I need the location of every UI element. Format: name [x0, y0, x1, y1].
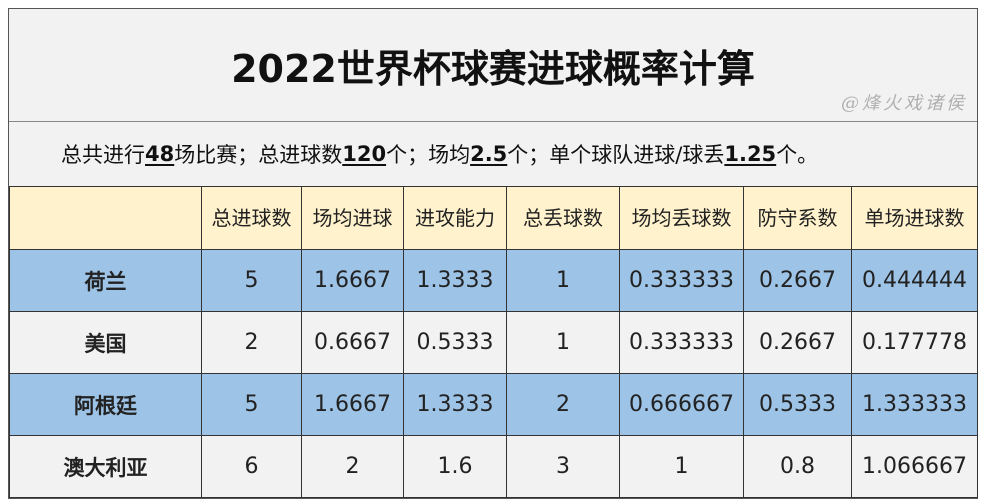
- title-row: 2022世界杯球赛进球概率计算 @烽火戏诸侯: [9, 9, 977, 122]
- column-header: 进攻能力: [403, 186, 507, 250]
- column-header: 防守系数: [743, 186, 852, 250]
- sheet-title: 2022世界杯球赛进球概率计算: [231, 46, 755, 91]
- table-cell: 1.333333: [851, 373, 978, 436]
- column-header: 场均丢球数: [619, 186, 744, 250]
- team-avg-goals: 1.25: [724, 142, 777, 166]
- team-name: 澳大利亚: [9, 435, 202, 498]
- table-cell: 2: [301, 435, 404, 498]
- summary-text: 场比赛；总进球数: [174, 143, 343, 167]
- summary-text: 个。: [776, 143, 819, 167]
- matches-count: 48: [145, 142, 175, 166]
- table-row: 荷兰 5 1.6667 1.3333 1 0.333333 0.2667 0.444444: [9, 249, 978, 312]
- table-cell: 1.066667: [851, 435, 978, 498]
- table-cell: 0.177778: [851, 311, 978, 374]
- summary-line: 总共进行 48 场比赛；总进球数 120 个；场均 2.5 个；单个球队进球/球丢 1.…: [9, 122, 977, 186]
- probability-table-sheet: 2022世界杯球赛进球概率计算 @烽火戏诸侯 总共进行 48 场比赛；总进球数 12…: [8, 8, 978, 499]
- table-cell: 5: [201, 373, 302, 436]
- column-header: 总进球数: [201, 186, 302, 250]
- table-cell: 0.5333: [403, 311, 507, 374]
- column-header: 单场进球数: [851, 186, 978, 250]
- table-cell: 2: [201, 311, 302, 374]
- team-name: 美国: [9, 311, 202, 374]
- table-cell: 0.5333: [743, 373, 852, 436]
- header-row: 总进球数 场均进球 进攻能力 总丢球数 场均丢球数 防守系数 单场进球数: [9, 186, 978, 250]
- table-cell: 1.6: [403, 435, 507, 498]
- summary-text: 总共进行: [61, 143, 145, 167]
- table-cell: 3: [506, 435, 620, 498]
- table-cell: 0.8: [743, 435, 852, 498]
- table-cell: 1.3333: [403, 373, 507, 436]
- table-cell: 2: [506, 373, 620, 436]
- table-cell: 0.333333: [619, 311, 744, 374]
- table-row: 澳大利亚 6 2 1.6 3 1 0.8 1.066667: [9, 435, 978, 498]
- table-cell: 0.2667: [743, 311, 852, 374]
- table-row: 阿根廷 5 1.6667 1.3333 2 0.666667 0.5333 1.333333: [9, 373, 978, 436]
- table-cell: 6: [201, 435, 302, 498]
- table-cell: 0.444444: [851, 249, 978, 312]
- table-cell: 0.666667: [619, 373, 744, 436]
- table-cell: 1: [506, 249, 620, 312]
- table-cell: 1: [619, 435, 744, 498]
- table-cell: 0.2667: [743, 249, 852, 312]
- table-cell: 0.333333: [619, 249, 744, 312]
- table-cell: 1.3333: [403, 249, 507, 312]
- table-cell: 1.6667: [301, 373, 404, 436]
- table-cell: 1.6667: [301, 249, 404, 312]
- column-header: 总丢球数: [506, 186, 620, 250]
- summary-text: 个；单个球队进球/球丢: [507, 143, 725, 167]
- column-header: [9, 186, 202, 250]
- table-cell: 5: [201, 249, 302, 312]
- team-name: 阿根廷: [9, 373, 202, 436]
- table-cell: 1: [506, 311, 620, 374]
- table-row: 美国 2 0.6667 0.5333 1 0.333333 0.2667 0.177778: [9, 311, 978, 374]
- table-cell: 0.6667: [301, 311, 404, 374]
- team-name: 荷兰: [9, 249, 202, 312]
- column-header: 场均进球: [301, 186, 404, 250]
- total-goals: 120: [342, 142, 387, 166]
- avg-goals: 2.5: [470, 142, 508, 166]
- watermark: @烽火戏诸侯: [841, 93, 967, 114]
- summary-text: 个；场均: [386, 143, 471, 167]
- stats-table: 总进球数 场均进球 进攻能力 总丢球数 场均丢球数 防守系数 单场进球数 荷兰 5 1.6667 1…: [9, 186, 978, 498]
